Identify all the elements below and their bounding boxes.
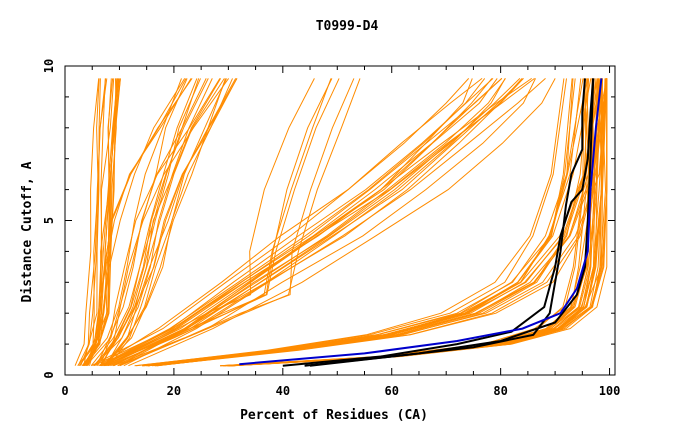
y-axis-label: Distance Cutoff, A — [20, 161, 35, 302]
series-line-diagonal-left — [86, 78, 193, 366]
series-line-fan-low — [112, 78, 524, 367]
x-tick-label: 100 — [599, 384, 621, 398]
series-line-fan-low — [101, 78, 493, 367]
series-line-diagonal-left — [109, 78, 238, 366]
y-tick-label: 0 — [42, 371, 56, 378]
series-line-diagonal-left — [96, 78, 207, 366]
series-line-diagonal-left — [87, 78, 192, 366]
series-line-fan-low — [113, 78, 524, 367]
series-line-diagonal-left — [100, 78, 222, 366]
tick-layer: 0 20 40 60 80 100 0 5 10 — [42, 59, 620, 398]
series-line-diagonal-left — [99, 78, 221, 366]
x-tick-label: 60 — [385, 384, 399, 398]
series-line-diagonal-middle — [101, 78, 315, 367]
series-line-diagonal-left — [106, 78, 227, 367]
series-line-diagonal-left — [96, 78, 209, 366]
series-line-fan-low — [91, 78, 470, 367]
series-line-fan-high — [156, 78, 608, 367]
series-line-diagonal-left — [84, 78, 182, 367]
series-line-fan-high — [136, 78, 565, 367]
series-line-diagonal-left — [84, 78, 186, 366]
series-line-fan-low — [119, 77, 532, 367]
series-line-fan-high — [147, 78, 597, 367]
chart-title: T0999-D4 — [316, 19, 379, 34]
x-tick-label: 0 — [61, 384, 68, 398]
highlight-line-blue-1 — [239, 78, 603, 366]
y-tick-label: 5 — [42, 217, 56, 224]
series-line-diagonal-left — [103, 78, 233, 367]
x-tick-label: 80 — [493, 384, 507, 398]
series-line-diagonal-middle — [113, 78, 355, 367]
series-line-fan-high — [142, 78, 574, 367]
series-line-right-cluster — [233, 78, 608, 367]
series-line-diagonal-left — [93, 78, 213, 367]
series-line-fan-low — [119, 78, 536, 367]
series-line-fan-high — [134, 78, 567, 367]
series-line-fan-low — [104, 78, 506, 367]
x-tick-label: 40 — [276, 384, 290, 398]
highlight-line-black-1 — [304, 78, 586, 367]
series-line-fan-low — [98, 78, 483, 367]
series-line-fan-low — [128, 78, 556, 367]
x-axis-label: Percent of Residues (CA) — [240, 408, 428, 423]
series-line-steep-low — [74, 78, 100, 366]
series-line-diagonal-left — [90, 78, 198, 367]
series-line-fan-low — [106, 78, 503, 367]
series-line-fan-low — [103, 78, 494, 367]
series-line-steep-low — [83, 78, 107, 366]
series-line-fan-low — [123, 78, 546, 367]
highlight-line-black-3 — [309, 78, 595, 367]
series-line-steep-low — [77, 78, 106, 367]
highlight-line-black-2 — [282, 78, 595, 367]
series-line-diagonal-left — [99, 78, 225, 366]
series-line-steep-low — [80, 78, 100, 366]
y-tick-label: 10 — [42, 59, 56, 73]
x-tick-label: 20 — [167, 384, 181, 398]
highlight-layer — [239, 78, 603, 367]
